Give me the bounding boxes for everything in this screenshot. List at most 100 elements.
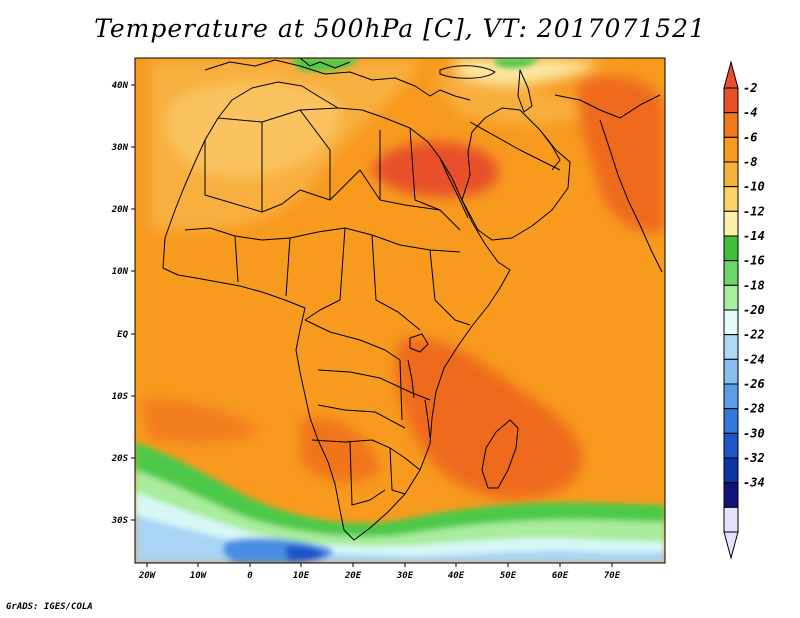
red-sea	[439, 157, 469, 219]
lat-label: 40N	[112, 81, 129, 91]
map-title: Temperature at 500hPa [C], VT: 201707152…	[94, 14, 706, 43]
colorbar-label: -32	[743, 451, 765, 465]
country-border	[349, 441, 386, 506]
country-border	[304, 319, 401, 361]
country-border	[317, 369, 431, 401]
lat-label: 20N	[111, 205, 129, 215]
colorbar-label: -28	[743, 402, 765, 416]
lon-label: 50E	[500, 571, 517, 581]
country-border	[429, 249, 471, 326]
persian-gulf	[539, 129, 561, 171]
credit-label: GrADS: IGES/COLA	[6, 602, 93, 612]
colorbar-segment	[723, 358, 739, 385]
lake-victoria	[409, 333, 429, 353]
field-zone-warm	[140, 399, 260, 443]
map-frame	[134, 57, 666, 564]
colorbar-segment	[723, 408, 739, 434]
field-zone-green	[495, 58, 540, 68]
lat-label: 10N	[112, 267, 129, 277]
mediterranean-coast	[204, 59, 471, 101]
colorbar-label: -12	[743, 204, 765, 218]
black-sea	[439, 65, 496, 79]
country-border	[409, 127, 461, 231]
colorbar-segment	[723, 457, 739, 484]
lon-label: 10W	[190, 571, 208, 581]
colorbar-label: -30	[743, 426, 765, 440]
colorbar-segment	[723, 112, 739, 138]
lat-label: EQ	[117, 330, 128, 340]
lat-axis	[131, 84, 135, 521]
temperature-field	[135, 58, 665, 563]
country-border	[317, 404, 406, 429]
colorbar-label: -34	[743, 476, 765, 490]
lat-label: 30S	[111, 516, 129, 526]
country-border	[311, 439, 421, 471]
lake-tanganyika	[407, 359, 415, 399]
colorbar-segment	[723, 161, 739, 188]
field-zone-pale	[453, 58, 600, 86]
colorbar-bottom-arrow	[723, 531, 739, 560]
colorbar-segment	[723, 87, 739, 114]
lat-label: 10S	[112, 392, 129, 402]
country-border	[285, 237, 291, 297]
colorbar-segment	[723, 186, 739, 212]
lat-label: 20S	[111, 454, 129, 464]
colorbar-segment	[723, 260, 739, 286]
colorbar-label: -26	[743, 377, 765, 391]
lon-label: 0	[247, 571, 253, 581]
colorbar-label: -4	[743, 106, 757, 120]
asia-coastline	[554, 94, 661, 119]
colorbar-top-arrow	[723, 60, 739, 89]
lat-label: 30N	[111, 143, 129, 153]
lake-malawi	[424, 399, 431, 439]
lon-axis	[146, 563, 613, 567]
colorbar-segment	[723, 383, 739, 410]
colorbar-segments	[723, 87, 739, 533]
colorbar-segment	[723, 309, 739, 336]
country-border	[234, 235, 239, 283]
country-border	[389, 447, 406, 495]
africa-coastline	[162, 81, 511, 541]
colorbar-label: -10	[743, 180, 765, 194]
colorbar-segment	[723, 432, 739, 459]
country-border	[399, 359, 403, 421]
country-border	[299, 109, 331, 200]
lon-label: 10E	[293, 571, 310, 581]
country-border	[217, 107, 339, 123]
lon-label: 20W	[138, 571, 157, 581]
colorbar-label: -18	[743, 278, 765, 292]
country-border	[184, 227, 461, 253]
lon-label: 30E	[396, 571, 414, 581]
field-zone-warm	[577, 76, 665, 233]
colorbar-label: -20	[743, 303, 765, 317]
colorbar-segment	[723, 210, 739, 237]
field-zone-warm	[370, 141, 499, 197]
lon-label: 40E	[448, 571, 465, 581]
colorbar-label: -24	[743, 352, 765, 366]
colorbar-labels: -2 -4 -6 -8 -10 -12 -14 -16 -18 -20 -22 -24 -26 -28 -3…	[743, 81, 765, 490]
coastlines-borders	[162, 58, 663, 541]
lon-label: 60E	[552, 571, 569, 581]
field-zone-warm	[300, 417, 380, 483]
madagascar-coastline	[481, 419, 519, 489]
country-border	[371, 234, 421, 331]
arabia-coastline	[461, 107, 571, 241]
india-coastline	[599, 119, 663, 273]
colorbar-segment	[723, 506, 739, 533]
colorbar-segment	[723, 136, 739, 163]
field-zone-darkblue	[285, 545, 325, 562]
field-zone-light	[150, 60, 420, 230]
colorbar: -2 -4 -6 -8 -10 -12 -14 -16 -18 -20 -22 -24 -26 -28 -3…	[723, 60, 765, 560]
lon-label: 70E	[604, 571, 621, 581]
colorbar-label: -6	[743, 130, 757, 144]
colorbar-label: -2	[743, 81, 757, 95]
country-border	[204, 140, 441, 213]
colorbar-label: -16	[743, 254, 765, 268]
colorbar-segment	[723, 334, 739, 360]
colorbar-label: -8	[743, 155, 757, 169]
colorbar-segment	[723, 235, 739, 262]
field-zone-warm	[395, 338, 583, 500]
colorbar-segment	[723, 482, 739, 508]
lon-label: 20E	[344, 571, 362, 581]
